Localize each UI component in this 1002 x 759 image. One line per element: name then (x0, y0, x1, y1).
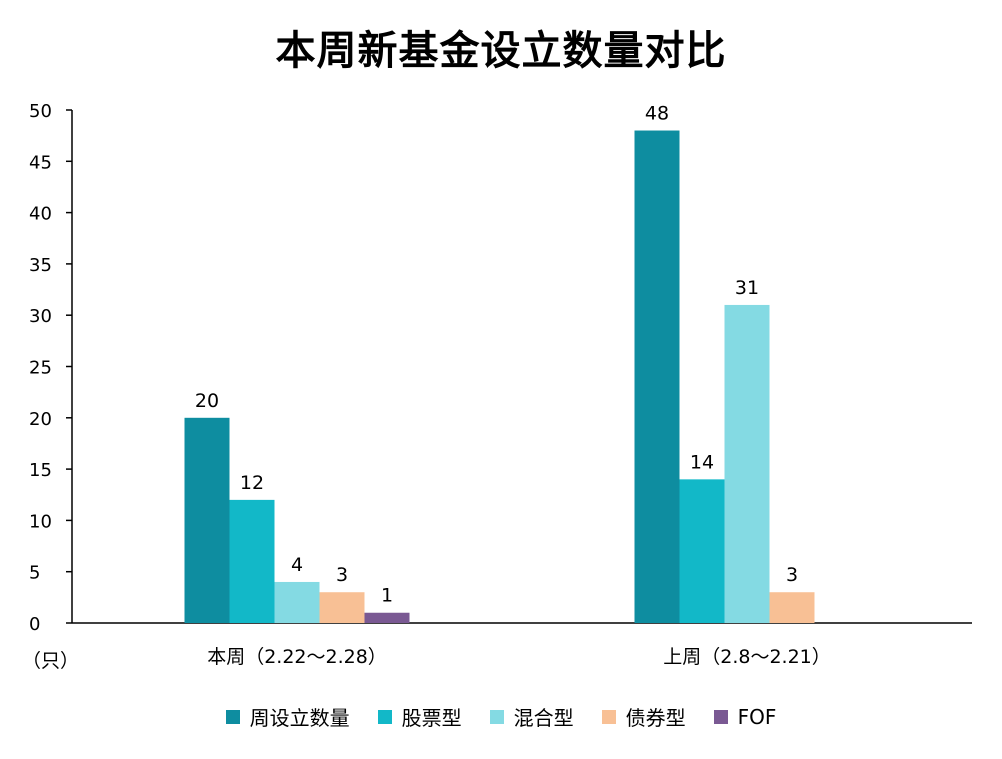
y-tick-label: 45 (29, 152, 52, 173)
y-unit-label: （只） (22, 650, 79, 672)
bar (274, 581, 320, 623)
bar (319, 592, 365, 623)
y-tick-label: 35 (29, 255, 52, 276)
bar (184, 417, 230, 623)
legend-item: FOF (713, 704, 777, 729)
y-tick-label: 10 (29, 511, 52, 532)
bar (769, 592, 815, 623)
bar-chart: 0 5 10 15 20 25 30 35 40 45 50 本周（2.22～2.28） 上周（2.8～… (22, 101, 972, 672)
x-category-label: 上周（2.8～2.21） (663, 646, 831, 668)
bar (634, 130, 680, 623)
legend-label: 债券型 (625, 706, 686, 730)
legend-item: 周设立数量 (225, 702, 350, 731)
y-tick-label: 15 (29, 460, 52, 481)
bar (724, 304, 770, 623)
data-label: 3 (336, 564, 348, 586)
chart-title: 本周新基金设立数量对比 (275, 28, 727, 74)
data-label: 12 (240, 472, 264, 494)
y-tick-label: 0 (29, 614, 40, 635)
y-tick-label: 20 (29, 409, 52, 430)
legend-swatch (377, 709, 392, 724)
x-category-label: 本周（2.22～2.28） (207, 646, 387, 668)
legend-label: FOF (737, 704, 777, 729)
legend-swatch (713, 709, 728, 724)
data-label: 4 (291, 554, 303, 576)
data-label: 1 (381, 585, 393, 607)
y-tick-label: 5 (29, 563, 40, 584)
data-label: 20 (195, 390, 219, 412)
bars (184, 130, 815, 623)
legend-label: 周设立数量 (249, 706, 350, 730)
legend-swatch (489, 709, 504, 724)
legend-item: 混合型 (489, 702, 574, 731)
bar (229, 499, 275, 623)
legend-swatch (225, 709, 240, 724)
y-tick-label: 40 (29, 204, 52, 225)
legend-label: 混合型 (513, 706, 574, 730)
axes: 0 5 10 15 20 25 30 35 40 45 50 本周（2.22～2.28） 上周（2.8～… (29, 101, 972, 668)
legend: 周设立数量 股票型 混合型 债券型 FOF (0, 702, 1002, 731)
y-tick-label: 50 (29, 101, 52, 122)
legend-swatch (601, 709, 616, 724)
data-label: 31 (735, 277, 759, 299)
data-label: 14 (690, 451, 714, 473)
data-label: 48 (645, 103, 669, 125)
y-tick-label: 30 (29, 306, 52, 327)
legend-label: 股票型 (401, 706, 462, 730)
bar (679, 479, 725, 623)
legend-item: 股票型 (377, 702, 462, 731)
legend-item: 债券型 (601, 702, 686, 731)
data-label: 3 (786, 564, 798, 586)
y-tick-label: 25 (29, 358, 52, 379)
bar (364, 612, 410, 623)
